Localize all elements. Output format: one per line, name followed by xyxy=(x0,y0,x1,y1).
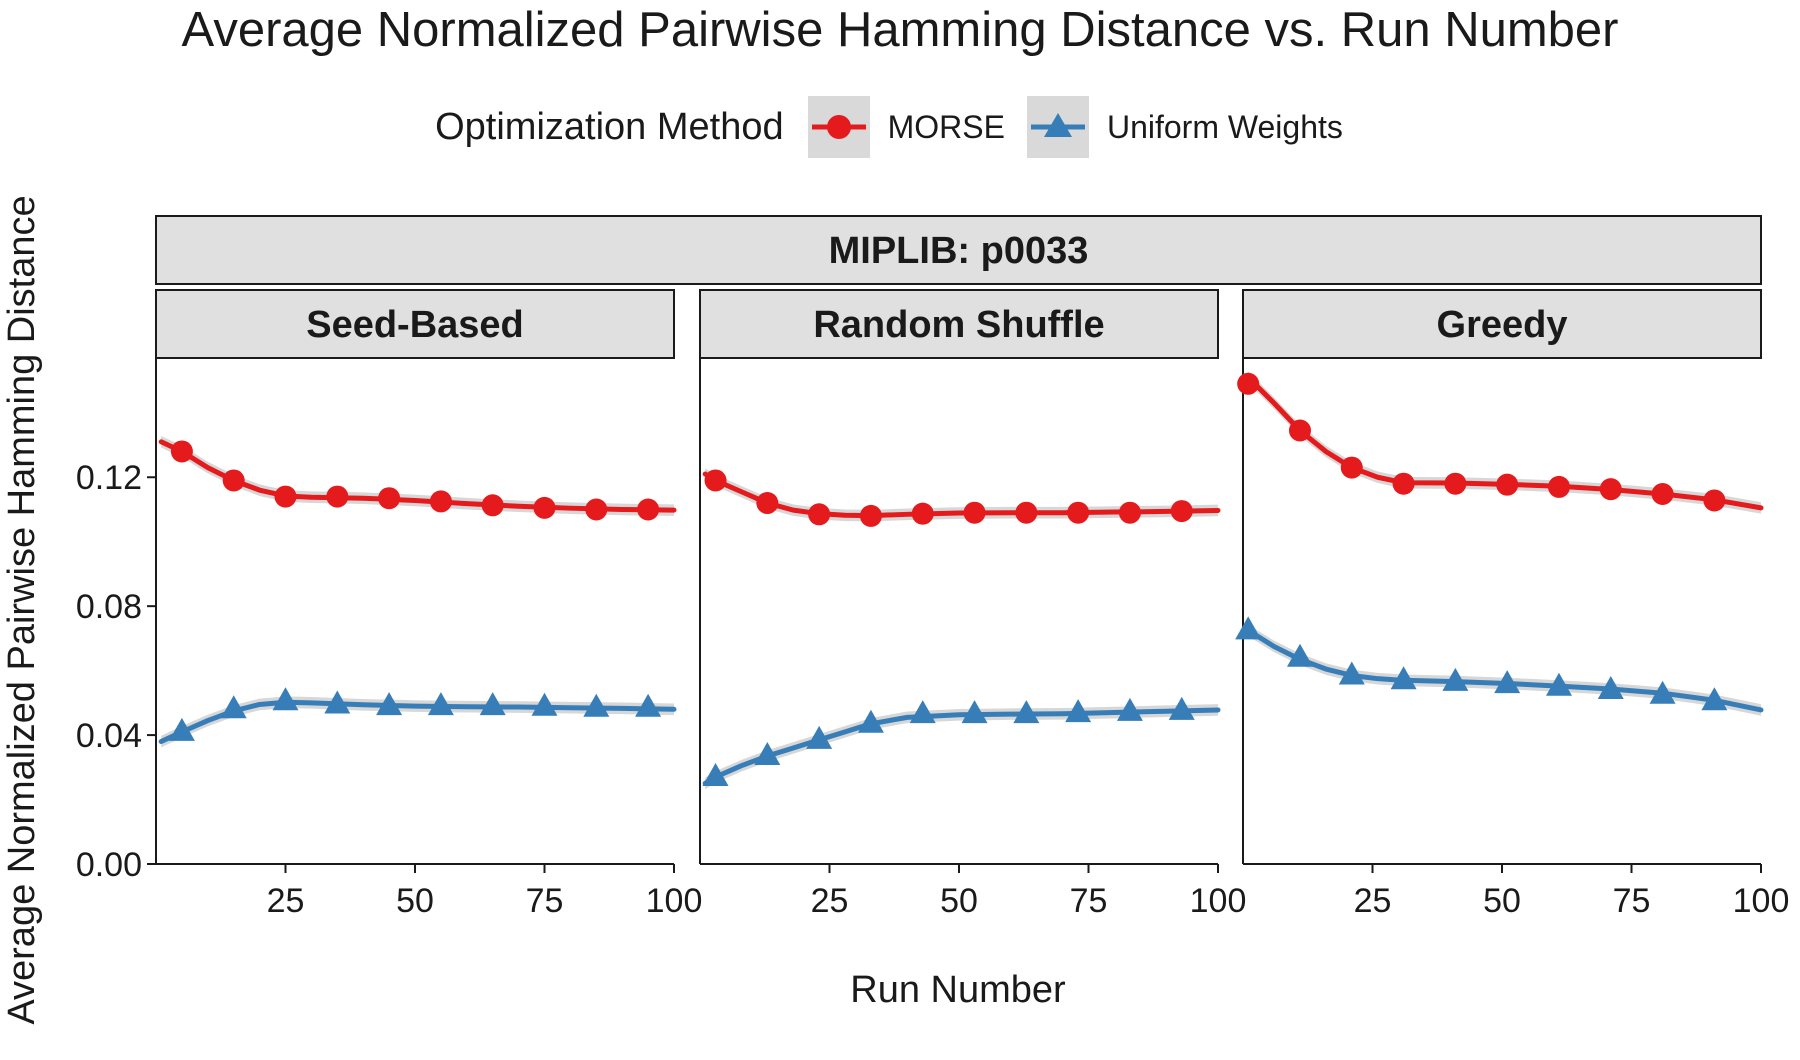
facet-strip-label-random-shuffle: Random Shuffle xyxy=(813,304,1104,346)
legend: Optimization Method MORSE Uniform Weight… xyxy=(0,94,1800,160)
data-point-morse xyxy=(1599,478,1622,501)
data-point-morse xyxy=(911,502,934,525)
data-point-uniform-weights xyxy=(1545,672,1572,696)
data-point-morse xyxy=(859,504,882,527)
data-point-morse xyxy=(378,487,401,510)
facet-strip-label-greedy: Greedy xyxy=(1437,304,1568,346)
legend-item-morse: MORSE xyxy=(807,96,1005,158)
facet-strip-seed-based xyxy=(155,289,675,359)
data-point-uniform-weights xyxy=(531,692,558,716)
data-point-morse xyxy=(170,440,193,463)
x-tick-label: 100 xyxy=(646,882,703,920)
facet-strip-random-shuffle xyxy=(699,289,1219,359)
data-point-uniform-weights xyxy=(1597,675,1624,699)
facet-strip-label-seed-based: Seed-Based xyxy=(306,304,524,346)
data-point-uniform-weights xyxy=(1649,680,1676,704)
data-point-uniform-weights xyxy=(1065,699,1092,723)
data-point-uniform-weights xyxy=(376,692,403,716)
y-tick-label: 0.04 xyxy=(76,717,142,755)
data-point-morse xyxy=(1444,472,1467,495)
data-point-morse xyxy=(1288,419,1311,442)
confidence-band-morse-random-shuffle xyxy=(705,468,1218,522)
data-point-morse xyxy=(1067,501,1090,524)
x-tick-label: 25 xyxy=(267,882,305,920)
data-point-morse xyxy=(533,496,556,519)
data-point-uniform-weights xyxy=(220,695,247,719)
x-tick-label: 75 xyxy=(526,882,564,920)
data-point-uniform-weights xyxy=(479,692,506,716)
y-tick-label: 0.08 xyxy=(76,588,142,626)
legend-title: Optimization Method xyxy=(435,105,784,148)
x-tick-label: 75 xyxy=(1613,882,1651,920)
data-point-uniform-weights xyxy=(427,692,454,716)
x-tick-label: 75 xyxy=(1070,882,1108,920)
data-point-uniform-weights xyxy=(1701,687,1728,711)
x-tick-label: 50 xyxy=(940,882,978,920)
x-axis-title: Run Number xyxy=(850,969,1066,1011)
data-point-morse xyxy=(1118,501,1141,524)
legend-label-uniform-weights: Uniform Weights xyxy=(1106,108,1343,145)
data-point-uniform-weights xyxy=(909,700,936,724)
data-point-uniform-weights xyxy=(857,709,884,733)
facet-strip-outer xyxy=(155,215,1762,285)
data-point-uniform-weights xyxy=(754,742,781,766)
data-point-uniform-weights xyxy=(702,762,729,786)
facet-strip-greedy xyxy=(1242,289,1762,359)
x-tick-label: 100 xyxy=(1190,882,1247,920)
data-point-uniform-weights xyxy=(961,700,988,724)
data-point-uniform-weights xyxy=(1338,661,1365,685)
data-point-uniform-weights xyxy=(583,693,610,717)
legend-item-uniform-weights: Uniform Weights xyxy=(1026,96,1343,158)
data-point-morse xyxy=(1015,501,1038,524)
data-point-morse xyxy=(1496,473,1519,496)
y-tick-label: 0.12 xyxy=(76,459,142,497)
data-point-morse xyxy=(429,490,452,513)
data-point-morse xyxy=(637,498,660,521)
series-line-uniform-weights-greedy xyxy=(1245,627,1764,713)
data-point-uniform-weights xyxy=(1442,667,1469,691)
data-point-morse xyxy=(481,494,504,517)
data-point-uniform-weights xyxy=(324,690,351,714)
data-point-morse xyxy=(963,501,986,524)
data-point-morse xyxy=(1237,372,1260,395)
data-point-morse xyxy=(1392,472,1415,495)
data-point-uniform-weights xyxy=(1390,666,1417,690)
data-point-uniform-weights xyxy=(168,717,195,741)
chart-title: Average Normalized Pairwise Hamming Dist… xyxy=(181,3,1619,57)
data-point-morse xyxy=(326,485,349,508)
data-point-morse xyxy=(1547,475,1570,498)
data-point-morse xyxy=(704,469,727,492)
y-tick-label: 0.00 xyxy=(76,846,142,884)
data-point-uniform-weights xyxy=(1116,697,1143,721)
data-point-morse xyxy=(756,492,779,515)
data-point-uniform-weights xyxy=(1013,700,1040,724)
data-point-uniform-weights xyxy=(272,687,299,711)
x-tick-label: 25 xyxy=(1354,882,1392,920)
legend-key-uniform-weights xyxy=(1026,96,1089,158)
data-point-uniform-weights xyxy=(1286,643,1313,667)
x-tick-label: 25 xyxy=(811,882,849,920)
data-point-morse xyxy=(808,503,831,526)
x-tick-label: 50 xyxy=(396,882,434,920)
data-point-uniform-weights xyxy=(635,693,662,717)
facet-strip-outer-label: MIPLIB: p0033 xyxy=(829,230,1089,272)
data-point-morse xyxy=(585,498,608,521)
data-point-morse xyxy=(1340,456,1363,479)
legend-key-morse xyxy=(807,96,870,158)
data-point-uniform-weights xyxy=(1494,670,1521,694)
data-point-uniform-weights xyxy=(1235,616,1262,640)
y-axis-title: Average Normalized Pairwise Hamming Dist… xyxy=(1,195,43,1024)
data-point-uniform-weights xyxy=(1168,696,1195,720)
data-point-morse xyxy=(1703,489,1726,512)
data-point-morse xyxy=(1170,500,1193,523)
data-point-morse xyxy=(274,485,297,508)
x-tick-label: 100 xyxy=(1733,882,1790,920)
data-point-uniform-weights xyxy=(806,725,833,749)
data-point-morse xyxy=(1651,483,1674,506)
legend-label-morse: MORSE xyxy=(887,108,1005,145)
data-point-morse xyxy=(222,469,245,492)
x-tick-label: 50 xyxy=(1483,882,1521,920)
